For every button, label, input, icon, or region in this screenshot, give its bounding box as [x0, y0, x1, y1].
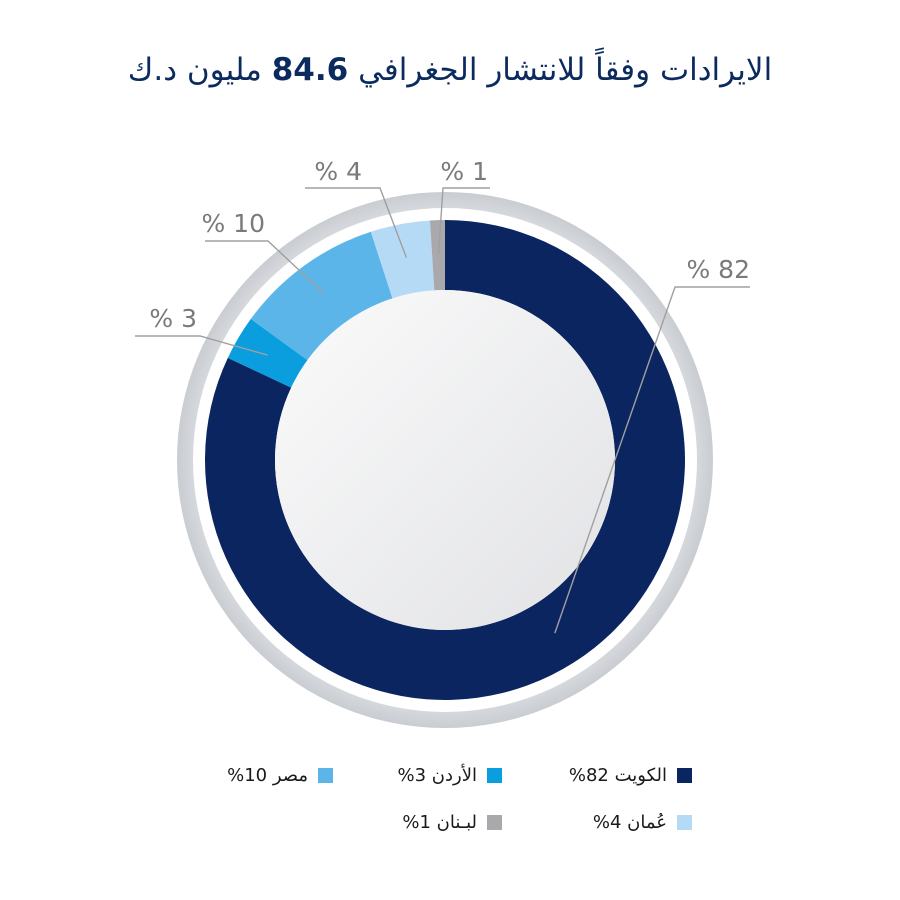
- callout-label-jordan: % 3: [149, 304, 197, 333]
- callout-label-oman: % 4: [314, 157, 362, 186]
- callout-label-egypt: % 10: [201, 209, 265, 238]
- callout-line-jordan: [135, 335, 268, 356]
- slice-lebanon: [429, 220, 445, 291]
- slice-oman: [370, 220, 435, 299]
- slice-jordan: [227, 318, 308, 388]
- callout-label-lebanon: % 1: [440, 157, 488, 186]
- chart-title: الايرادات وفقاً للانتشار الجغرافي 84.6 م…: [0, 52, 900, 88]
- callout-line-egypt: [205, 240, 325, 294]
- chart-title-prefix: الايرادات وفقاً للانتشار الجغرافي: [348, 52, 773, 88]
- chart-title-suffix: مليون د.ك: [127, 52, 272, 88]
- callout-line-lebanon: [437, 187, 490, 255]
- donut-hole: [275, 290, 615, 630]
- slice-egypt: [250, 231, 393, 361]
- callout-line-oman: [305, 187, 408, 258]
- callout-label-kuwait: % 82: [686, 255, 750, 284]
- callout-line-kuwait: [554, 286, 750, 634]
- chart-title-amount: 84.6: [271, 52, 349, 88]
